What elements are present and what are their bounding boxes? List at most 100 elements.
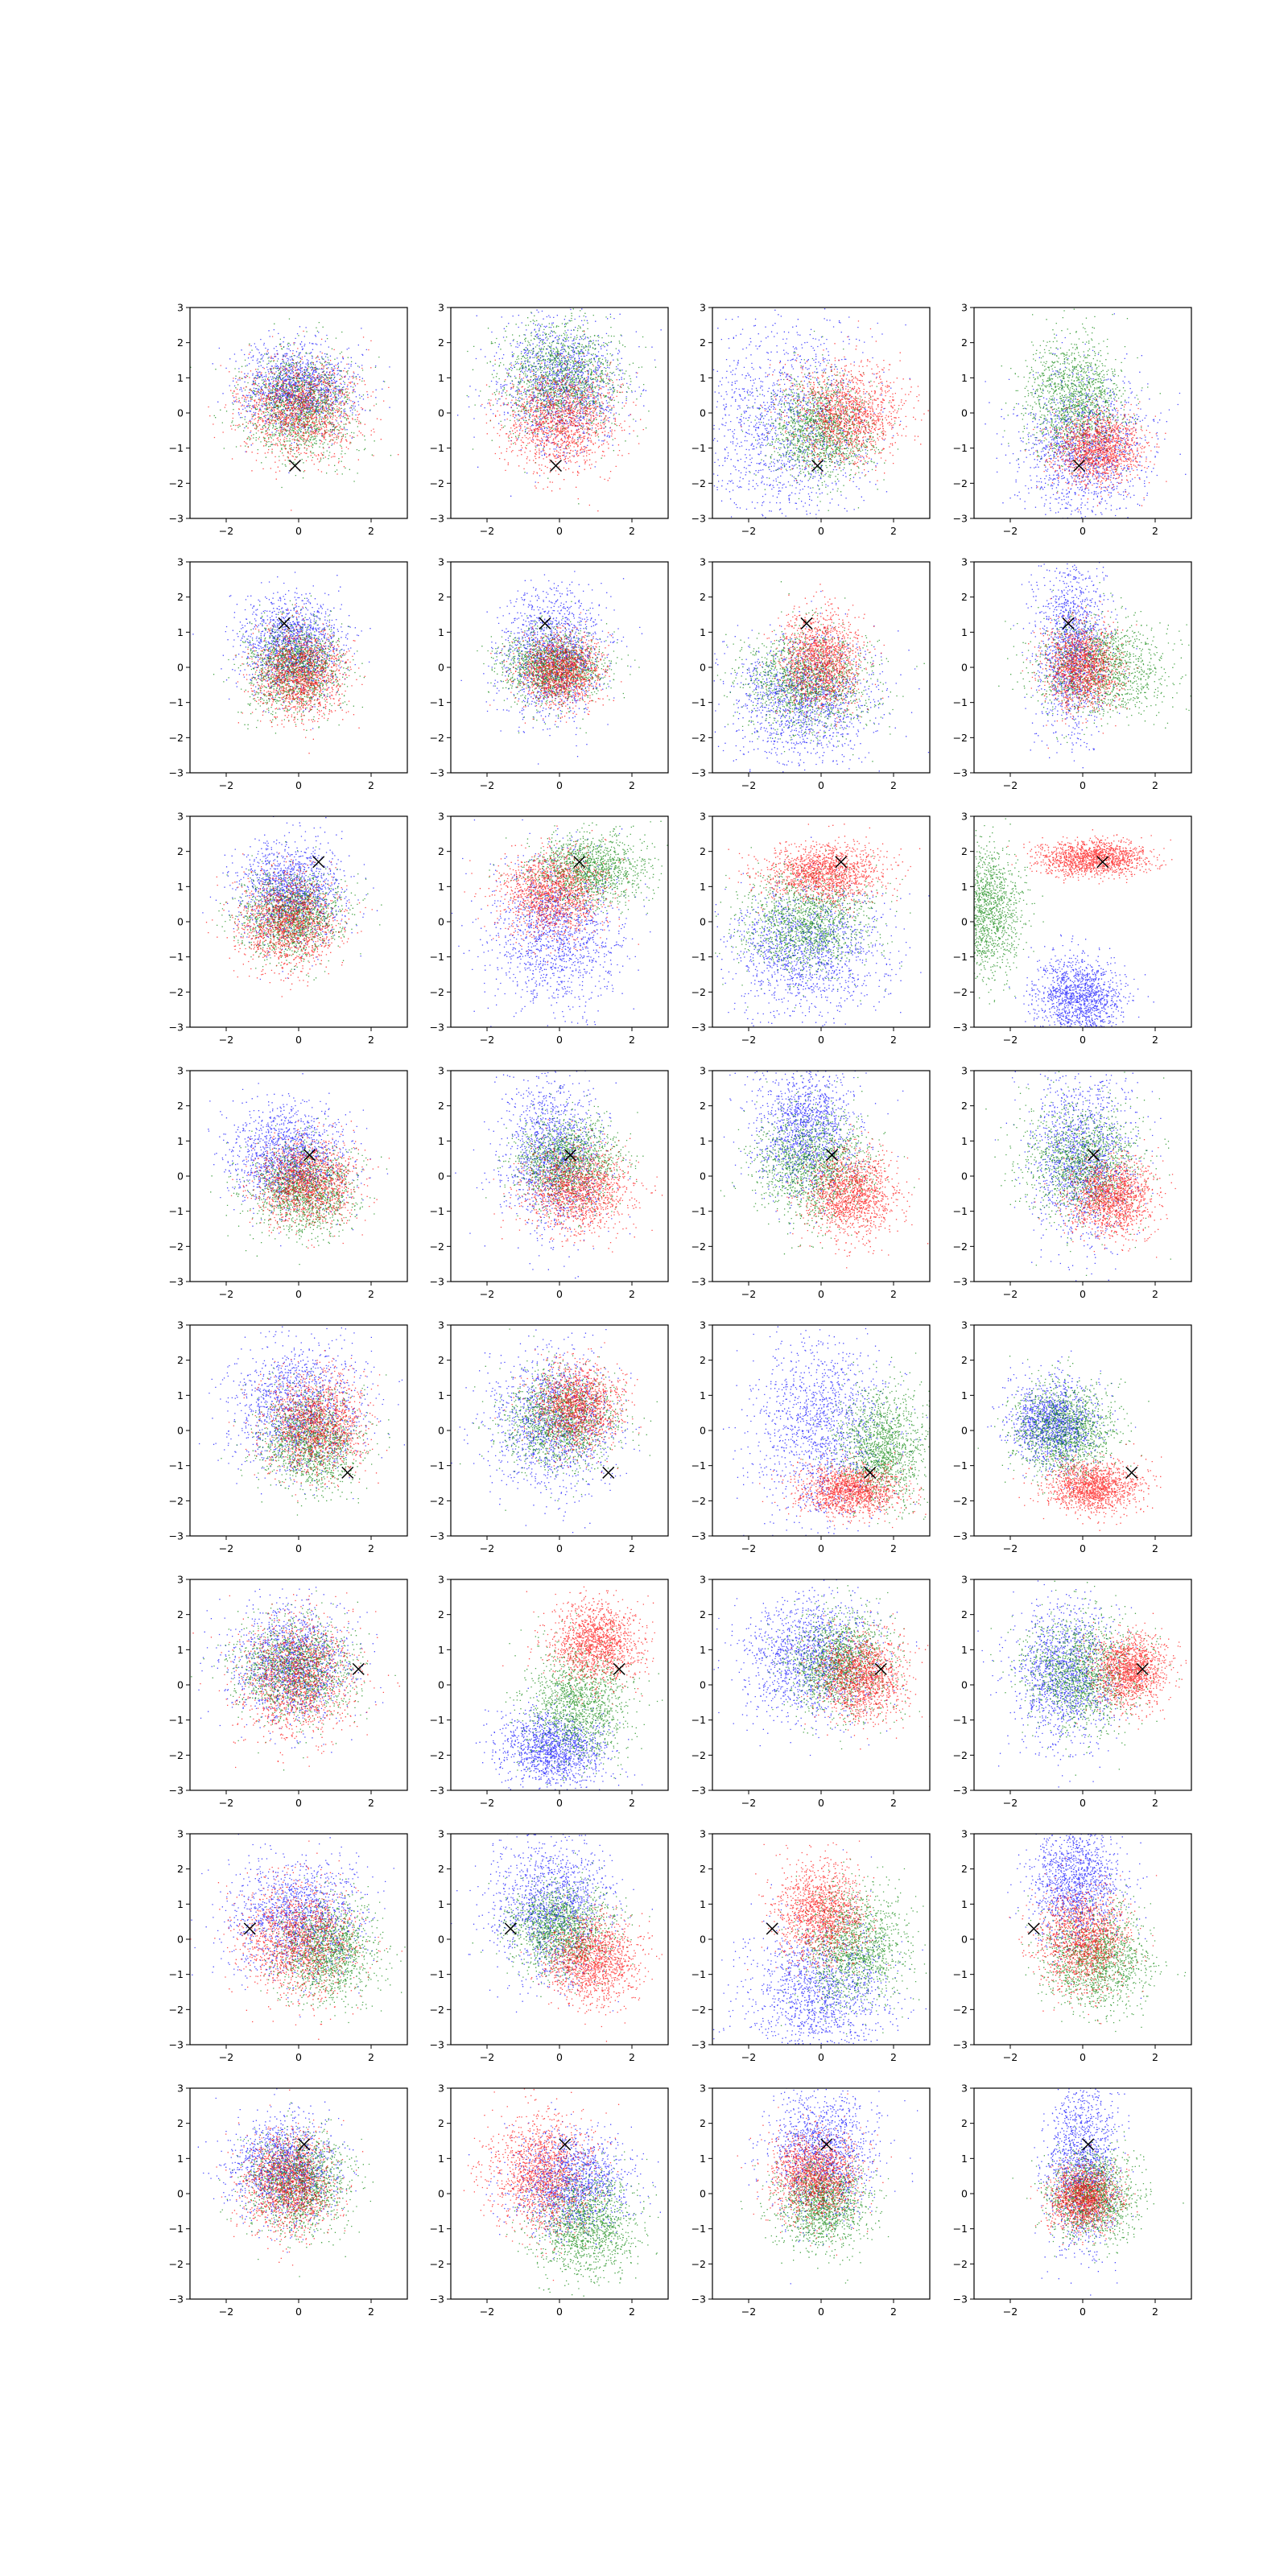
- x-tick-label: 0: [1080, 1288, 1086, 1300]
- y-tick-label: 0: [700, 2188, 706, 2200]
- x-tick-label: 2: [368, 2306, 374, 2318]
- y-tick-label: −2: [169, 732, 184, 744]
- y-tick-label: 2: [438, 2117, 444, 2129]
- y-tick-label: −1: [169, 442, 184, 454]
- x-tick-label: −2: [1003, 525, 1018, 537]
- y-tick-label: 2: [961, 2117, 968, 2129]
- y-tick-label: −3: [430, 513, 444, 525]
- y-tick-label: −3: [169, 2039, 184, 2051]
- y-tick-label: 0: [177, 1679, 184, 1691]
- y-tick-label: 0: [700, 662, 706, 674]
- y-tick-label: −3: [691, 2293, 706, 2306]
- y-tick-label: 1: [177, 881, 184, 893]
- y-tick-label: −1: [953, 2223, 968, 2235]
- x-tick-label: 0: [1080, 1797, 1086, 1809]
- x-tick-label: −2: [741, 1034, 756, 1046]
- y-tick-label: 1: [961, 1898, 968, 1910]
- y-tick-label: 2: [177, 1863, 184, 1875]
- x-tick-label: 0: [818, 2051, 824, 2063]
- y-tick-label: 2: [177, 1608, 184, 1620]
- y-tick-label: 1: [700, 881, 706, 893]
- y-tick-label: −3: [430, 1785, 444, 1797]
- y-tick-label: 3: [177, 556, 184, 568]
- y-tick-label: 2: [961, 1863, 968, 1875]
- y-tick-label: −3: [953, 513, 968, 525]
- y-tick-label: 2: [700, 1608, 706, 1620]
- x-tick-label: −2: [480, 525, 494, 537]
- x-tick-label: 0: [295, 1288, 302, 1300]
- y-tick-label: 0: [438, 1170, 444, 1183]
- y-tick-label: 0: [700, 916, 706, 928]
- x-tick-label: 2: [368, 2051, 374, 2063]
- y-tick-label: −3: [169, 2293, 184, 2306]
- y-tick-label: 1: [700, 626, 706, 638]
- x-tick-label: 0: [818, 1288, 824, 1300]
- y-tick-label: 2: [700, 1100, 706, 1112]
- y-tick-label: 0: [177, 2188, 184, 2200]
- x-tick-label: −2: [741, 779, 756, 791]
- y-tick-label: −1: [169, 951, 184, 963]
- y-tick-label: 3: [177, 1065, 184, 1077]
- y-tick-label: 2: [961, 1608, 968, 1620]
- y-tick-label: 2: [438, 1354, 444, 1366]
- y-tick-label: 2: [177, 591, 184, 603]
- x-tick-label: 2: [629, 1797, 635, 1809]
- y-tick-label: −2: [691, 477, 706, 489]
- y-tick-label: −1: [430, 1714, 444, 1726]
- x-tick-label: −2: [219, 1542, 233, 1554]
- y-tick-label: 0: [961, 662, 968, 674]
- x-tick-label: 0: [295, 2306, 302, 2318]
- x-tick-label: −2: [480, 1288, 494, 1300]
- y-tick-label: −2: [169, 1495, 184, 1507]
- y-tick-label: 3: [700, 1319, 706, 1331]
- y-tick-label: 0: [177, 1425, 184, 1437]
- x-tick-label: 0: [556, 1034, 563, 1046]
- y-tick-label: 1: [961, 1644, 968, 1656]
- x-tick-label: 2: [890, 1797, 897, 1809]
- x-tick-label: 2: [629, 525, 635, 537]
- y-tick-label: 2: [438, 591, 444, 603]
- x-tick-label: −2: [480, 1797, 494, 1809]
- x-tick-label: 0: [295, 1542, 302, 1554]
- y-tick-label: −1: [691, 442, 706, 454]
- y-tick-label: −2: [953, 2004, 968, 2016]
- y-tick-label: 3: [438, 1574, 444, 1586]
- y-tick-label: 0: [438, 2188, 444, 2200]
- y-tick-label: 0: [177, 407, 184, 419]
- y-tick-label: −3: [953, 1785, 968, 1797]
- y-tick-label: −2: [953, 2258, 968, 2270]
- y-tick-label: 1: [438, 881, 444, 893]
- y-tick-label: −1: [169, 1459, 184, 1472]
- y-tick-label: 1: [177, 372, 184, 384]
- y-tick-label: −3: [169, 1276, 184, 1288]
- x-tick-label: 2: [890, 779, 897, 791]
- x-tick-label: 0: [295, 1797, 302, 1809]
- x-tick-label: 2: [368, 1797, 374, 1809]
- y-tick-label: 1: [961, 626, 968, 638]
- y-tick-label: −3: [953, 1530, 968, 1542]
- y-tick-label: 3: [177, 302, 184, 314]
- x-tick-label: −2: [219, 1034, 233, 1046]
- y-tick-label: 3: [961, 811, 968, 823]
- x-tick-label: −2: [741, 2051, 756, 2063]
- y-tick-label: 2: [177, 1354, 184, 1366]
- y-tick-label: −1: [169, 1968, 184, 1980]
- x-tick-label: 0: [1080, 1542, 1086, 1554]
- y-tick-label: −1: [430, 951, 444, 963]
- y-tick-label: −3: [953, 1276, 968, 1288]
- x-tick-label: −2: [1003, 1034, 1018, 1046]
- y-tick-label: −1: [691, 1714, 706, 1726]
- y-tick-label: −3: [691, 513, 706, 525]
- x-tick-label: 0: [818, 779, 824, 791]
- x-tick-label: 2: [629, 779, 635, 791]
- x-tick-label: 0: [556, 525, 563, 537]
- x-tick-label: 0: [556, 1542, 563, 1554]
- x-tick-label: 0: [818, 1542, 824, 1554]
- y-tick-label: 1: [177, 1898, 184, 1910]
- y-tick-label: −1: [953, 1205, 968, 1217]
- y-tick-label: 0: [438, 1934, 444, 1946]
- y-tick-label: 1: [961, 372, 968, 384]
- y-tick-label: −2: [430, 986, 444, 998]
- y-tick-label: 0: [438, 662, 444, 674]
- y-tick-label: 2: [438, 1863, 444, 1875]
